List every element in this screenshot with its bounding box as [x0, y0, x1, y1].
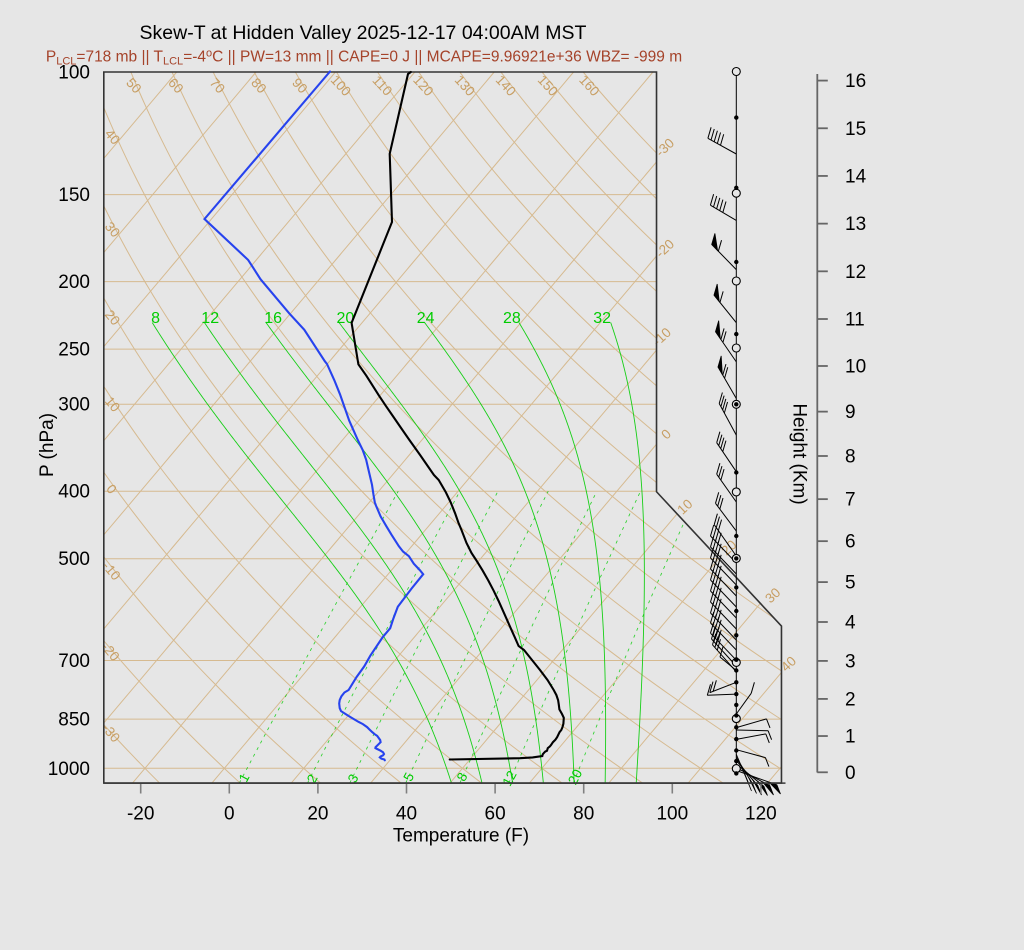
svg-text:14: 14 [845, 167, 867, 188]
svg-text:20: 20 [337, 310, 355, 327]
svg-text:3: 3 [845, 651, 856, 672]
svg-text:8: 8 [845, 447, 856, 468]
svg-text:50: 50 [123, 75, 144, 96]
svg-text:12: 12 [201, 310, 219, 327]
svg-text:P (hPa): P (hPa) [37, 413, 58, 477]
svg-text:7: 7 [845, 490, 856, 511]
svg-text:13: 13 [845, 214, 866, 235]
svg-text:6: 6 [845, 532, 856, 553]
svg-text:28: 28 [503, 310, 521, 327]
svg-text:30: 30 [102, 219, 123, 240]
svg-text:850: 850 [58, 710, 90, 731]
svg-text:0: 0 [224, 804, 235, 825]
svg-text:200: 200 [58, 272, 90, 293]
svg-text:100: 100 [656, 804, 688, 825]
svg-text:80: 80 [573, 804, 594, 825]
svg-text:10: 10 [674, 496, 695, 517]
svg-text:5: 5 [845, 573, 856, 594]
svg-text:2: 2 [845, 689, 856, 710]
svg-text:250: 250 [58, 340, 90, 361]
svg-text:16: 16 [845, 71, 866, 92]
svg-text:8: 8 [151, 310, 160, 327]
svg-text:Skew-T at Hidden Valley 2025-1: Skew-T at Hidden Valley 2025-12-17 04:00… [140, 22, 587, 44]
svg-text:15: 15 [845, 119, 866, 140]
svg-text:0: 0 [845, 763, 856, 784]
svg-text:150: 150 [58, 185, 90, 206]
svg-text:40: 40 [102, 126, 123, 147]
svg-text:1000: 1000 [48, 759, 90, 780]
svg-text:Height (Km): Height (Km) [789, 403, 810, 504]
svg-text:80: 80 [248, 75, 269, 96]
svg-text:1: 1 [845, 727, 856, 748]
svg-text:60: 60 [485, 804, 506, 825]
svg-text:16: 16 [264, 310, 282, 327]
svg-text:60: 60 [165, 75, 186, 96]
svg-text:30: 30 [762, 585, 783, 606]
svg-text:500: 500 [58, 549, 90, 570]
svg-text:70: 70 [207, 75, 228, 96]
svg-text:40: 40 [396, 804, 417, 825]
svg-text:400: 400 [58, 482, 90, 503]
svg-text:300: 300 [58, 395, 90, 416]
svg-text:120: 120 [745, 804, 777, 825]
svg-text:700: 700 [58, 651, 90, 672]
svg-text:100: 100 [58, 63, 90, 84]
svg-text:Temperature (F): Temperature (F) [393, 826, 529, 847]
svg-text:20: 20 [565, 767, 585, 787]
svg-text:32: 32 [593, 310, 611, 327]
svg-text:40: 40 [778, 653, 799, 674]
svg-text:4: 4 [845, 613, 856, 634]
svg-text:20: 20 [307, 804, 328, 825]
svg-text:PLCL=718 mb || TLCL=-4oC || PW: PLCL=718 mb || TLCL=-4oC || PW=13 mm || … [46, 48, 682, 68]
svg-text:10: 10 [845, 357, 866, 378]
svg-text:10: 10 [102, 394, 123, 415]
svg-text:-20: -20 [127, 804, 154, 825]
svg-text:11: 11 [845, 310, 865, 331]
svg-text:12: 12 [845, 262, 866, 283]
svg-text:9: 9 [845, 402, 856, 423]
svg-text:90: 90 [289, 75, 310, 96]
svg-text:20: 20 [102, 307, 123, 328]
svg-text:24: 24 [417, 310, 435, 327]
